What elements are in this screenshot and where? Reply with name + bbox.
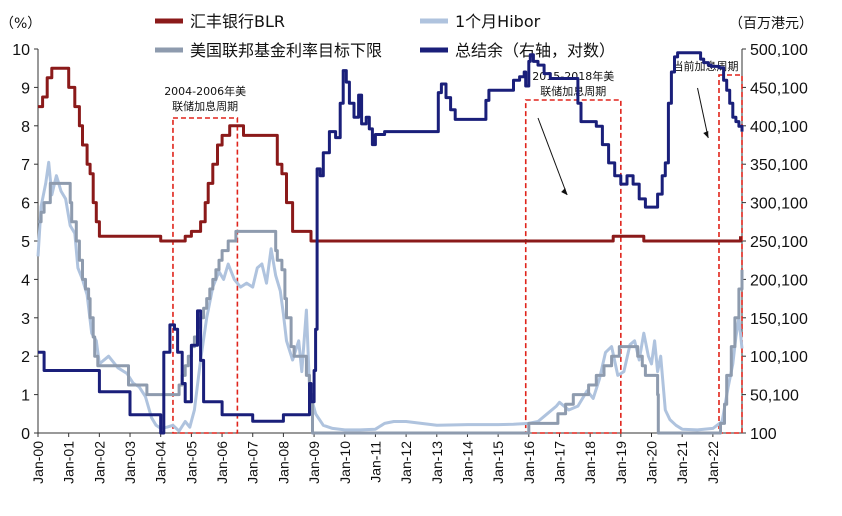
legend: 汇丰银行BLR 1个月Hibor 美国联邦基金利率目标下限 总结余（右轴，对数） (155, 12, 615, 60)
x-tick-label: Jan-22 (705, 441, 721, 484)
right-tick-label: 100,100 (750, 349, 808, 366)
x-tick-label: Jan-04 (153, 441, 169, 484)
right-tick-label: 50,100 (750, 388, 799, 405)
legend-label-blr: 汇丰银行BLR (190, 12, 285, 31)
trend-arrow (537, 117, 568, 196)
left-tick-label: 4 (21, 272, 30, 289)
left-tick-label: 9 (21, 80, 30, 97)
x-tick-label: Jan-07 (245, 441, 261, 484)
x-tick-label: Jan-16 (521, 441, 537, 484)
left-tick-label: 10 (12, 42, 30, 59)
x-tick-label: Jan-19 (613, 441, 629, 484)
axes: 0 1 2 3 4 5 6 7 8 9 10 100 50,100 100,100 150,100 200,1… (12, 42, 808, 484)
series-line-blr (38, 66, 742, 243)
annotation-label: 联储加息周期 (540, 84, 606, 98)
x-tick-label: Jan-06 (214, 441, 230, 484)
annotation-label: 联储加息周期 (172, 99, 238, 113)
left-tick-label: 1 (21, 388, 30, 405)
left-axis-unit: （%） (0, 16, 41, 32)
x-tick-label: Jan-02 (91, 441, 107, 484)
right-tick-label: 500,100 (750, 42, 808, 59)
x-tick-label: Jan-18 (582, 441, 598, 484)
legend-label-fed: 美国联邦基金利率目标下限 (190, 41, 382, 60)
trend-arrowhead (703, 131, 709, 138)
x-tick-label: Jan-17 (551, 441, 567, 484)
right-tick-label: 350,100 (750, 157, 808, 174)
x-tick-label: Jan-05 (183, 441, 199, 484)
x-tick-label: Jan-01 (61, 441, 77, 484)
x-tick-label: Jan-11 (367, 441, 383, 483)
x-tick-label: Jan-03 (122, 441, 138, 484)
annotation-box (172, 117, 239, 434)
right-tick-label: 450,100 (750, 80, 808, 97)
annotation-label: 2004-2006年美 (164, 84, 246, 98)
left-tick-label: 0 (21, 426, 30, 443)
x-tick-label: Jan-10 (337, 441, 353, 484)
right-tick-label: 150,100 (750, 311, 808, 328)
left-tick-label: 3 (21, 311, 30, 328)
right-tick-label: 200,100 (750, 272, 808, 289)
x-tick-label: Jan-21 (674, 441, 690, 484)
series-layer (36, 51, 744, 435)
left-tick-label: 5 (21, 234, 30, 251)
annotation-label: 当前加息周期 (672, 59, 738, 73)
annotation-box (524, 99, 622, 434)
series-line-fed (38, 181, 744, 435)
x-tick-label: Jan-08 (275, 441, 291, 484)
left-tick-label: 2 (21, 349, 30, 366)
left-tick-label: 7 (21, 157, 30, 174)
left-tick-label: 6 (21, 196, 30, 213)
trend-arrow (697, 87, 709, 139)
right-tick-label: 100 (750, 426, 777, 443)
x-tick-label: Jan-09 (306, 441, 322, 484)
x-tick-label: Jan-20 (644, 441, 660, 484)
right-tick-label: 400,100 (750, 119, 808, 136)
right-axis-unit: （百万港元） (729, 16, 813, 32)
x-tick-label: Jan-15 (490, 441, 506, 484)
left-tick-label: 8 (21, 119, 30, 136)
x-tick-label: Jan-14 (459, 441, 475, 484)
trend-arrowhead (561, 188, 568, 195)
series-line-hibor (36, 160, 744, 433)
series-line-balance (38, 51, 744, 435)
annotation-box (718, 74, 743, 434)
x-tick-label: Jan-13 (429, 441, 445, 484)
x-tick-label: Jan-00 (30, 441, 46, 484)
right-tick-label: 300,100 (750, 196, 808, 213)
x-tick-label: Jan-12 (398, 441, 414, 484)
legend-label-hibor: 1个月Hibor (455, 12, 541, 31)
legend-label-balance: 总结余（右轴，对数） (455, 41, 615, 60)
right-tick-label: 250,100 (750, 234, 808, 251)
